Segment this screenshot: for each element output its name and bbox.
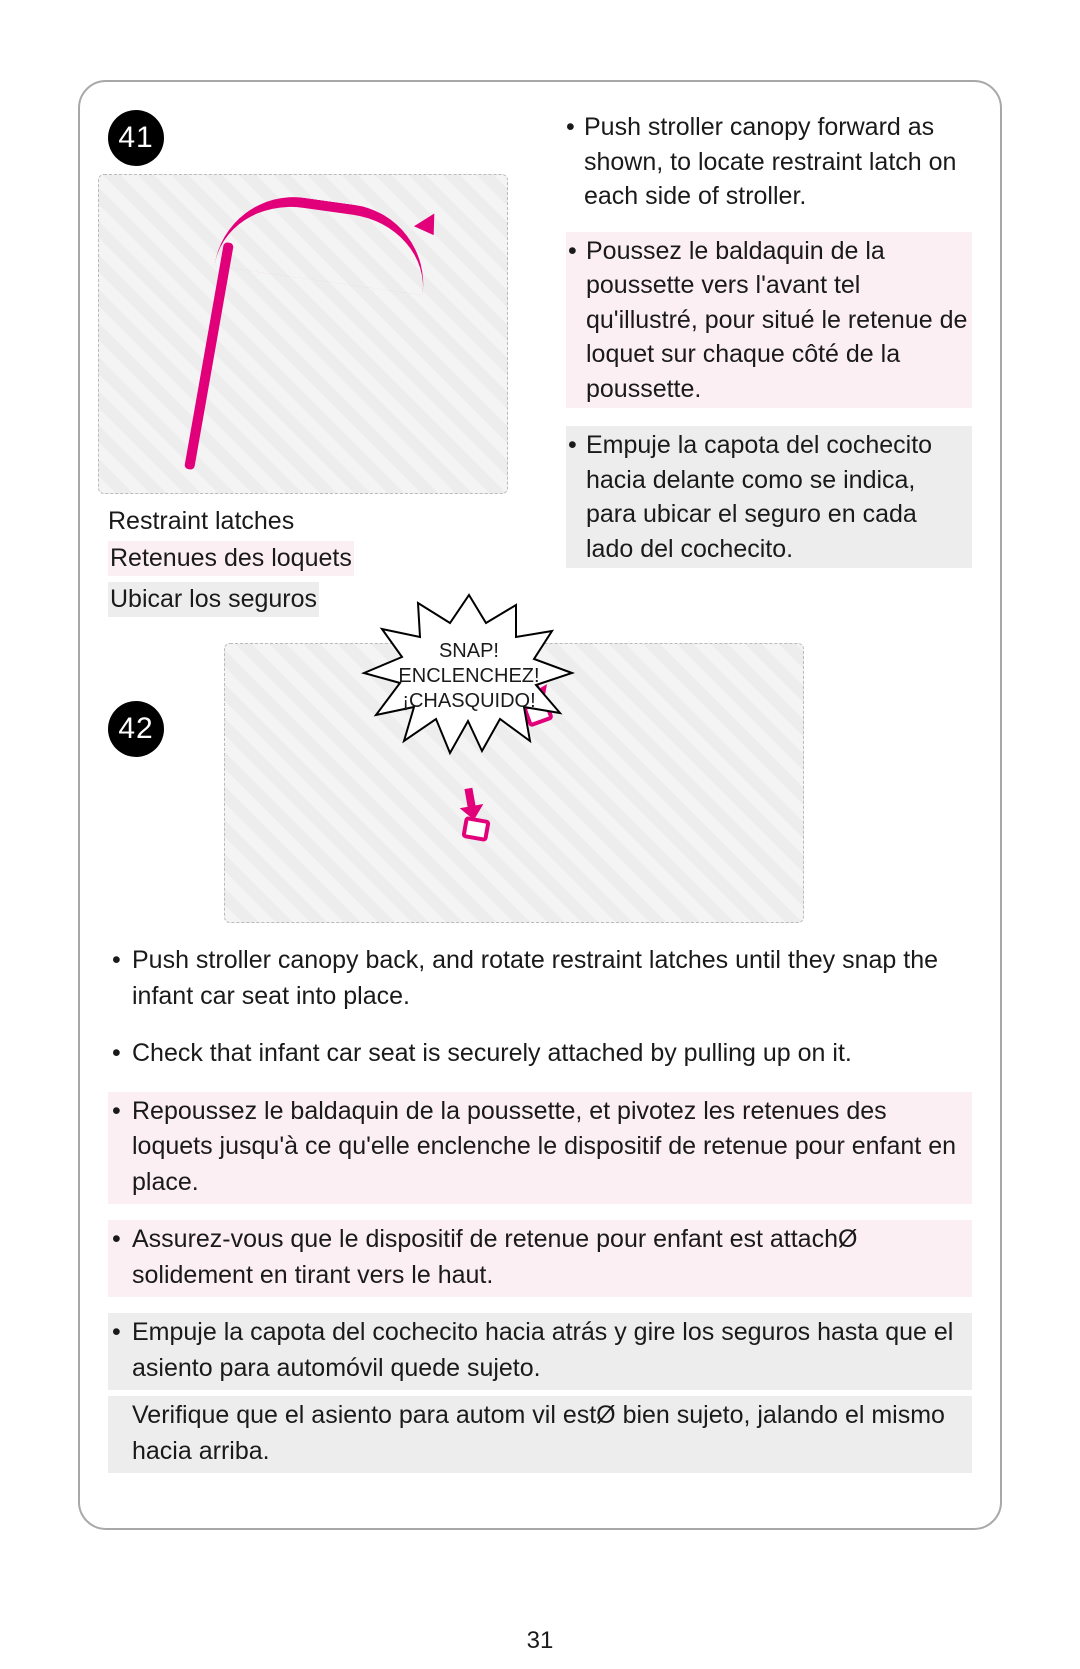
bullet-42-es1: • Empuje la capota del cochecito hacia a…	[108, 1313, 972, 1390]
bullet-42-es1-text: Empuje la capota del cochecito hacia atr…	[132, 1315, 968, 1386]
content-panel: 41 Restraint latches Retenues des loquet…	[78, 80, 1002, 1530]
step-41-text-column: • Push stroller canopy forward as shown,…	[528, 110, 972, 617]
bullet-42-es2: Verifique que el asiento para autom vil …	[108, 1396, 972, 1473]
caption-en: Restraint latches	[108, 504, 528, 539]
motion-arrow-icon	[214, 187, 433, 295]
manual-page: 41 Restraint latches Retenues des loquet…	[0, 0, 1080, 1669]
bullet-dot-icon: •	[568, 234, 586, 407]
step-41-figure-column: 41 Restraint latches Retenues des loquet…	[108, 110, 528, 617]
bullet-dot-icon: •	[568, 428, 586, 566]
bullet-42-en1-text: Push stroller canopy back, and rotate re…	[132, 943, 968, 1014]
bullet-41-fr-text: Poussez le baldaquin de la poussette ver…	[586, 234, 970, 407]
page-number: 31	[0, 1627, 1080, 1655]
step-42-text-list: • Push stroller canopy back, and rotate …	[108, 941, 972, 1473]
bullet-42-fr1: • Repoussez le baldaquin de la poussette…	[108, 1092, 972, 1205]
latch-arrow-icon	[455, 786, 490, 821]
bullet-41-en-text: Push stroller canopy forward as shown, t…	[584, 110, 972, 214]
caption-fr: Retenues des loquets	[108, 541, 354, 576]
bullet-42-en2: • Check that infant car seat is securely…	[108, 1034, 972, 1076]
step-41-badge: 41	[108, 110, 164, 166]
snap-en: SNAP!	[398, 639, 539, 664]
bullet-41-es: • Empuje la capota del cochecito hacia d…	[566, 426, 972, 568]
bullet-dot-icon: •	[112, 1315, 132, 1386]
bullet-dot-icon: •	[112, 1036, 132, 1072]
canopy-highlight-line	[184, 242, 234, 470]
bullet-42-en1: • Push stroller canopy back, and rotate …	[108, 941, 972, 1018]
step-42-badge: 42	[108, 701, 164, 757]
bullet-42-es2-text: Verifique que el asiento para autom vil …	[132, 1398, 968, 1469]
step-41-row: 41 Restraint latches Retenues des loquet…	[108, 110, 972, 617]
step-42-figure-column: SNAP! ENCLENCHEZ! ¡CHASQUIDO!	[184, 631, 804, 923]
snap-fr: ENCLENCHEZ!	[398, 664, 539, 689]
step-41-illustration	[98, 174, 508, 494]
snap-text: SNAP! ENCLENCHEZ! ¡CHASQUIDO!	[388, 639, 549, 714]
bullet-dot-icon: •	[112, 943, 132, 1014]
bullet-41-fr: • Poussez le baldaquin de la poussette v…	[566, 232, 972, 409]
caption-es: Ubicar los seguros	[108, 582, 319, 617]
bullet-dot-icon	[112, 1398, 132, 1469]
bullet-41-es-text: Empuje la capota del cochecito hacia del…	[586, 428, 970, 566]
bullet-dot-icon: •	[112, 1222, 132, 1293]
bullet-dot-icon: •	[566, 110, 584, 214]
bullet-42-fr2-text: Assurez-vous que le dispositif de retenu…	[132, 1222, 968, 1293]
bullet-42-fr1-text: Repoussez le baldaquin de la poussette, …	[132, 1094, 968, 1201]
snap-es: ¡CHASQUIDO!	[398, 689, 539, 714]
bullet-42-fr2: • Assurez-vous que le dispositif de rete…	[108, 1220, 972, 1297]
step-42-row: 42 SNAP! ENCLENCHEZ! ¡CHASQUIDO!	[108, 631, 972, 923]
snap-callout: SNAP! ENCLENCHEZ! ¡CHASQUIDO!	[354, 591, 584, 761]
bullet-dot-icon: •	[112, 1094, 132, 1201]
bullet-42-en2-text: Check that infant car seat is securely a…	[132, 1036, 968, 1072]
bullet-41-en: • Push stroller canopy forward as shown,…	[566, 110, 972, 214]
